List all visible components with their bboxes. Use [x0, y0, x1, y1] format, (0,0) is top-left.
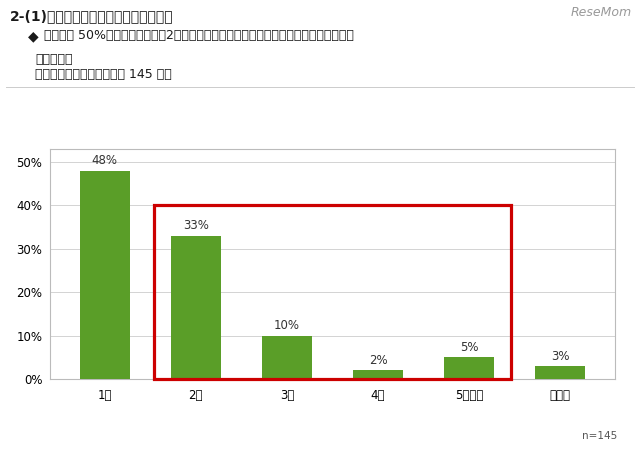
Text: 10%: 10%: [274, 319, 300, 332]
Text: 2-(1)　家庭におけるパソコン所有台数: 2-(1) 家庭におけるパソコン所有台数: [10, 9, 173, 23]
Bar: [154, 206, 511, 379]
Text: n=145: n=145: [582, 431, 617, 441]
Text: ・全員への質問（有効回答 145 人）: ・全員への質問（有効回答 145 人）: [35, 68, 172, 81]
Bar: [171, 236, 221, 379]
Text: 2%: 2%: [369, 354, 387, 367]
Text: 回答者の 50%は、家庭において2台以上のパソコンを所有している結果となりました。: 回答者の 50%は、家庭において2台以上のパソコンを所有している結果となりました…: [44, 29, 354, 42]
Text: 3%: 3%: [551, 349, 570, 362]
Bar: [353, 370, 403, 379]
Text: 48%: 48%: [92, 154, 118, 167]
Bar: [262, 336, 312, 379]
Text: ◆: ◆: [28, 29, 38, 43]
Text: ・単一回答: ・単一回答: [35, 53, 72, 66]
Text: 33%: 33%: [183, 219, 209, 232]
Text: 5%: 5%: [460, 341, 479, 354]
Bar: [79, 171, 130, 379]
Bar: [444, 357, 494, 379]
Text: ReseMom: ReseMom: [571, 6, 632, 19]
Bar: [535, 366, 586, 379]
